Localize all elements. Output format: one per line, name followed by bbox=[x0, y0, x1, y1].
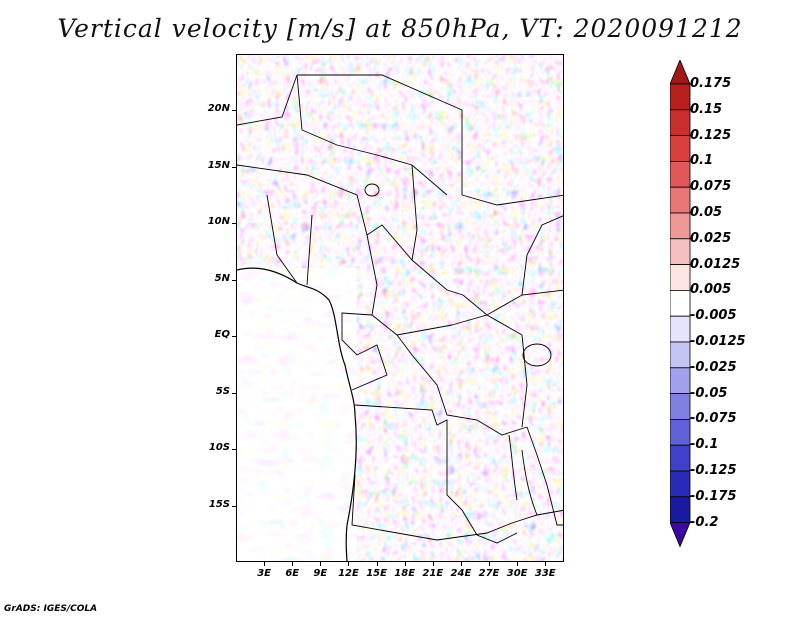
lat-tick-label: 20N bbox=[207, 103, 230, 115]
lon-tick-label: 3E bbox=[257, 568, 271, 579]
colorbar-level-label: -0.05 bbox=[690, 385, 728, 401]
colorbar-segment bbox=[670, 109, 691, 136]
lon-tick-label: 27E bbox=[478, 568, 500, 579]
colorbar-level-label: -0.0125 bbox=[690, 334, 746, 349]
lat-tick-mark bbox=[232, 393, 236, 394]
colorbar-level-label: 0.0125 bbox=[690, 256, 741, 272]
lon-tick-label: 6E bbox=[285, 568, 300, 579]
lat-tick-label: 15N bbox=[207, 159, 230, 171]
colorbar bbox=[670, 60, 691, 548]
lat-tick-label: EQ bbox=[214, 329, 230, 341]
colorbar-segment bbox=[670, 393, 691, 420]
colorbar-level-label: 0.125 bbox=[690, 127, 732, 143]
grads-credit: GrADS: IGES/COLA bbox=[4, 604, 98, 614]
lon-tick-mark bbox=[264, 562, 265, 566]
lon-tick-mark bbox=[517, 562, 518, 566]
lon-tick-mark bbox=[461, 562, 462, 566]
lat-tick-mark bbox=[232, 110, 236, 111]
colorbar-level-label: 0.15 bbox=[690, 101, 723, 117]
lon-tick-mark bbox=[377, 562, 378, 566]
colorbar-segment bbox=[670, 418, 691, 446]
map-plot-area bbox=[236, 54, 564, 562]
colorbar-segment bbox=[670, 264, 691, 291]
colorbar-segment bbox=[670, 315, 691, 343]
colorbar-segment bbox=[670, 212, 691, 240]
lon-tick-mark bbox=[545, 562, 546, 566]
colorbar-bottom-triangle bbox=[670, 522, 691, 548]
lat-tick-mark bbox=[232, 506, 236, 507]
colorbar-segment bbox=[670, 444, 691, 472]
lat-tick-label: 15S bbox=[208, 498, 230, 510]
lat-tick-mark bbox=[232, 449, 236, 450]
lon-tick-mark bbox=[320, 562, 321, 566]
lon-tick-mark bbox=[348, 562, 349, 566]
colorbar-level-label: -0.2 bbox=[690, 514, 719, 530]
colorbar-level-label: 0.025 bbox=[690, 230, 732, 246]
colorbar-level-label: 0.175 bbox=[690, 76, 732, 91]
colorbar-level-label: -0.175 bbox=[690, 488, 737, 504]
lon-tick-mark bbox=[489, 562, 490, 566]
lon-tick-mark bbox=[405, 562, 406, 566]
map-title: Vertical velocity [m/s] at 850hPa, VT: 2… bbox=[57, 14, 743, 43]
lat-tick-mark bbox=[232, 336, 236, 337]
lon-tick-label: 18E bbox=[394, 568, 416, 579]
colorbar-segment bbox=[670, 470, 691, 498]
velocity-field-map bbox=[237, 55, 563, 561]
colorbar-segment bbox=[670, 135, 691, 162]
colorbar-segment bbox=[670, 289, 691, 317]
lon-tick-label: 9E bbox=[313, 568, 328, 579]
lon-tick-label: 30E bbox=[506, 568, 528, 579]
lat-tick-mark bbox=[232, 280, 236, 281]
lat-tick-mark bbox=[232, 167, 236, 168]
lat-tick-label: 5S bbox=[215, 385, 230, 397]
colorbar-level-label: -0.075 bbox=[690, 411, 737, 427]
colorbar-segment bbox=[670, 83, 691, 111]
colorbar-segment bbox=[670, 496, 691, 523]
lon-tick-label: 33E bbox=[534, 568, 556, 579]
colorbar-level-label: -0.025 bbox=[690, 359, 737, 375]
colorbar-level-label: -0.125 bbox=[690, 463, 737, 478]
colorbar-segment bbox=[670, 238, 691, 266]
colorbar-level-label: -0.1 bbox=[690, 437, 719, 453]
lakes bbox=[364, 183, 552, 516]
country-borders bbox=[237, 74, 563, 544]
lon-tick-label: 15E bbox=[366, 568, 387, 579]
lon-tick-label: 21E bbox=[422, 568, 444, 579]
lat-tick-label: 10S bbox=[208, 442, 230, 454]
lat-tick-mark bbox=[232, 223, 236, 224]
colorbar-top-triangle bbox=[670, 60, 691, 85]
colorbar-segment bbox=[670, 367, 691, 394]
lat-tick-label: 5N bbox=[214, 272, 230, 284]
lon-tick-label: 12E bbox=[338, 568, 359, 579]
colorbar-level-label: 0.075 bbox=[690, 179, 732, 195]
colorbar-segment bbox=[670, 186, 691, 214]
colorbar-level-label: 0.05 bbox=[690, 205, 723, 220]
lat-tick-label: 10N bbox=[207, 216, 230, 228]
lon-tick-mark bbox=[292, 562, 293, 566]
lon-tick-mark bbox=[433, 562, 434, 566]
colorbar-level-label: 0.005 bbox=[690, 282, 732, 298]
colorbar-segment bbox=[670, 341, 691, 369]
lon-tick-label: 24E bbox=[450, 568, 472, 579]
colorbar-segment bbox=[670, 161, 691, 188]
velocity-field-ocean bbox=[237, 268, 357, 561]
colorbar-level-label: -0.005 bbox=[690, 308, 737, 324]
colorbar-level-label: 0.1 bbox=[690, 153, 714, 169]
